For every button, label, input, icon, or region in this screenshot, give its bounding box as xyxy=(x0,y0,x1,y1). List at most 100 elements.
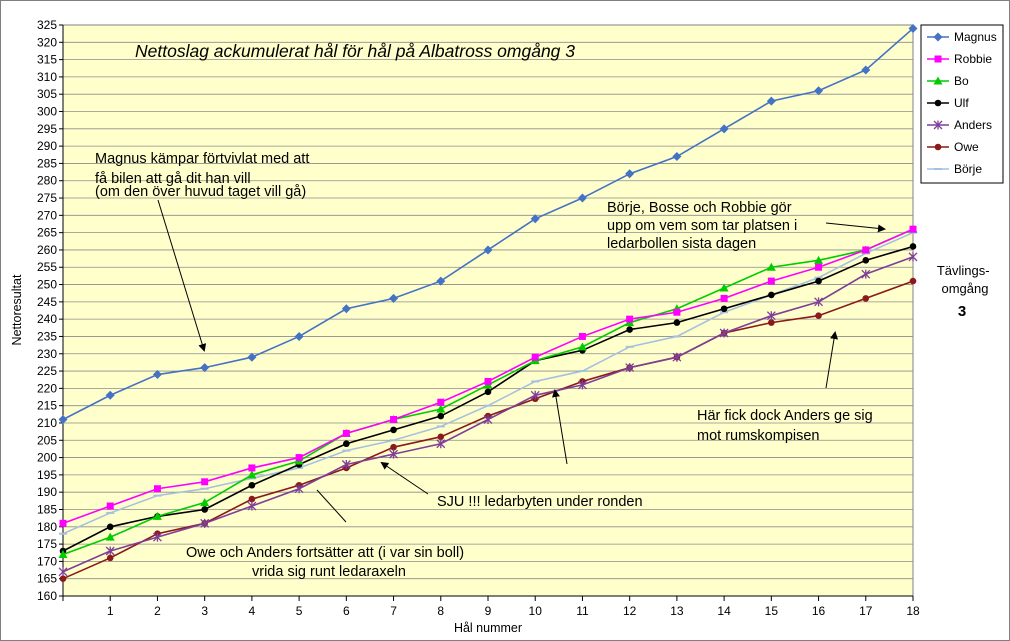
arrow-borje xyxy=(825,222,886,233)
legend-item-brje: Börje xyxy=(927,162,982,176)
data-point-robbie xyxy=(437,398,445,406)
data-point-magnus xyxy=(58,415,68,425)
legend-marker xyxy=(934,55,942,63)
y-tick-label: 315 xyxy=(37,53,57,67)
data-point-magnus xyxy=(861,65,871,75)
data-point-anders xyxy=(152,532,162,542)
round-number: 3 xyxy=(958,303,966,320)
data-point-robbie xyxy=(106,502,114,510)
legend-label: Magnus xyxy=(954,30,997,44)
data-point-robbie xyxy=(862,246,870,254)
y-tick-label: 280 xyxy=(37,174,57,188)
data-point-bo xyxy=(719,283,729,292)
legend-marker xyxy=(933,120,943,130)
y-tick-label: 260 xyxy=(37,243,57,257)
series-magnus xyxy=(58,23,918,425)
data-point-magnus xyxy=(908,23,918,33)
data-point-magnus xyxy=(530,214,540,224)
y-tick-label: 250 xyxy=(37,278,57,292)
data-point-owe xyxy=(768,319,775,326)
data-point-anders xyxy=(247,501,257,511)
data-point-owe xyxy=(909,277,917,285)
data-point-ulf xyxy=(673,319,681,326)
y-tick-label: 230 xyxy=(37,347,57,361)
series-anders xyxy=(58,252,918,577)
y-tick-label: 205 xyxy=(37,433,57,447)
data-point-anders xyxy=(58,567,68,577)
x-tick-label: 6 xyxy=(343,604,350,618)
legend-item-robbie: Robbie xyxy=(927,52,992,66)
data-point-magnus xyxy=(577,193,587,203)
data-point-magnus xyxy=(672,152,682,162)
x-tick-label: 10 xyxy=(529,604,543,618)
data-point-anders xyxy=(814,297,824,307)
y-tick-label: 255 xyxy=(37,260,57,274)
x-tick-label: 1 xyxy=(107,604,114,618)
data-point-ulf xyxy=(720,305,728,313)
legend-label: Bo xyxy=(954,74,969,88)
data-point-magnus xyxy=(294,331,304,341)
y-tick-label: 310 xyxy=(37,70,57,84)
data-point-bo xyxy=(436,404,446,413)
legend-label: Anders xyxy=(954,118,992,132)
x-tick-label: 3 xyxy=(201,604,208,618)
data-point-anders xyxy=(908,252,918,262)
data-point-owe xyxy=(437,433,445,441)
y-tick-label: 165 xyxy=(37,572,57,586)
x-tick-label: 13 xyxy=(670,604,684,618)
data-point-magnus xyxy=(436,276,446,286)
data-point-magnus xyxy=(389,293,399,303)
annotation-sju: SJU !!! ledarbyten under ronden xyxy=(437,494,643,510)
y-tick-label: 245 xyxy=(37,295,57,309)
x-tick-label: 5 xyxy=(296,604,303,618)
arrow-sju-1 xyxy=(380,461,429,495)
y-tick-label: 210 xyxy=(37,416,57,430)
y-tick-label: 325 xyxy=(37,18,57,32)
annotation-owe: Owe och Anders fortsätter att (i var sin… xyxy=(186,545,468,580)
data-point-robbie xyxy=(59,519,67,527)
data-point-robbie xyxy=(767,277,775,285)
y-tick-label: 195 xyxy=(37,468,57,482)
data-point-magnus xyxy=(200,363,210,373)
data-point-magnus xyxy=(105,390,115,400)
data-point-ulf xyxy=(390,426,397,434)
x-axis-label: Hål nummer xyxy=(454,621,522,635)
y-tick-label: 180 xyxy=(37,520,57,534)
x-tick-label: 18 xyxy=(906,604,920,618)
data-point-anders xyxy=(389,449,399,459)
data-point-robbie xyxy=(484,377,492,385)
legend-label: Owe xyxy=(954,140,979,154)
data-point-anders xyxy=(672,352,682,362)
data-point-anders xyxy=(766,311,776,321)
x-tick-label: 15 xyxy=(765,604,779,618)
data-point-magnus xyxy=(247,352,257,362)
data-point-robbie xyxy=(342,429,350,437)
y-tick-label: 240 xyxy=(37,312,57,326)
data-point-magnus xyxy=(341,304,351,314)
data-point-bo xyxy=(766,262,776,271)
y-tick-label: 295 xyxy=(37,122,57,136)
data-point-ulf xyxy=(201,506,208,513)
data-point-ulf xyxy=(768,291,775,299)
arrow-magnus xyxy=(157,199,207,352)
legend-item-magnus: Magnus xyxy=(927,30,997,44)
data-point-robbie xyxy=(815,263,823,271)
axes: 1601651701751801851901952002052102152202… xyxy=(37,18,920,618)
arrow-owe xyxy=(316,489,347,523)
data-point-bo xyxy=(105,532,115,541)
x-tick-label: 14 xyxy=(717,604,731,618)
data-point-robbie xyxy=(578,332,586,340)
data-point-robbie xyxy=(390,416,398,424)
chart-title: Nettoslag ackumulerat hål för hål på Alb… xyxy=(135,41,575,61)
data-point-anders xyxy=(436,439,446,449)
y-tick-label: 275 xyxy=(37,191,57,205)
y-axis-label: Nettoresultat xyxy=(10,274,24,345)
arrow-sju-2 xyxy=(552,389,568,465)
series-robbie xyxy=(59,225,917,527)
legend-marker xyxy=(934,99,942,107)
data-point-anders xyxy=(105,546,115,556)
data-point-anders xyxy=(483,415,493,425)
annotation-magnus: Magnus kämpar förtvivlat med att få bile… xyxy=(95,151,313,200)
data-point-ulf xyxy=(343,440,350,448)
legend-marker xyxy=(934,143,942,151)
